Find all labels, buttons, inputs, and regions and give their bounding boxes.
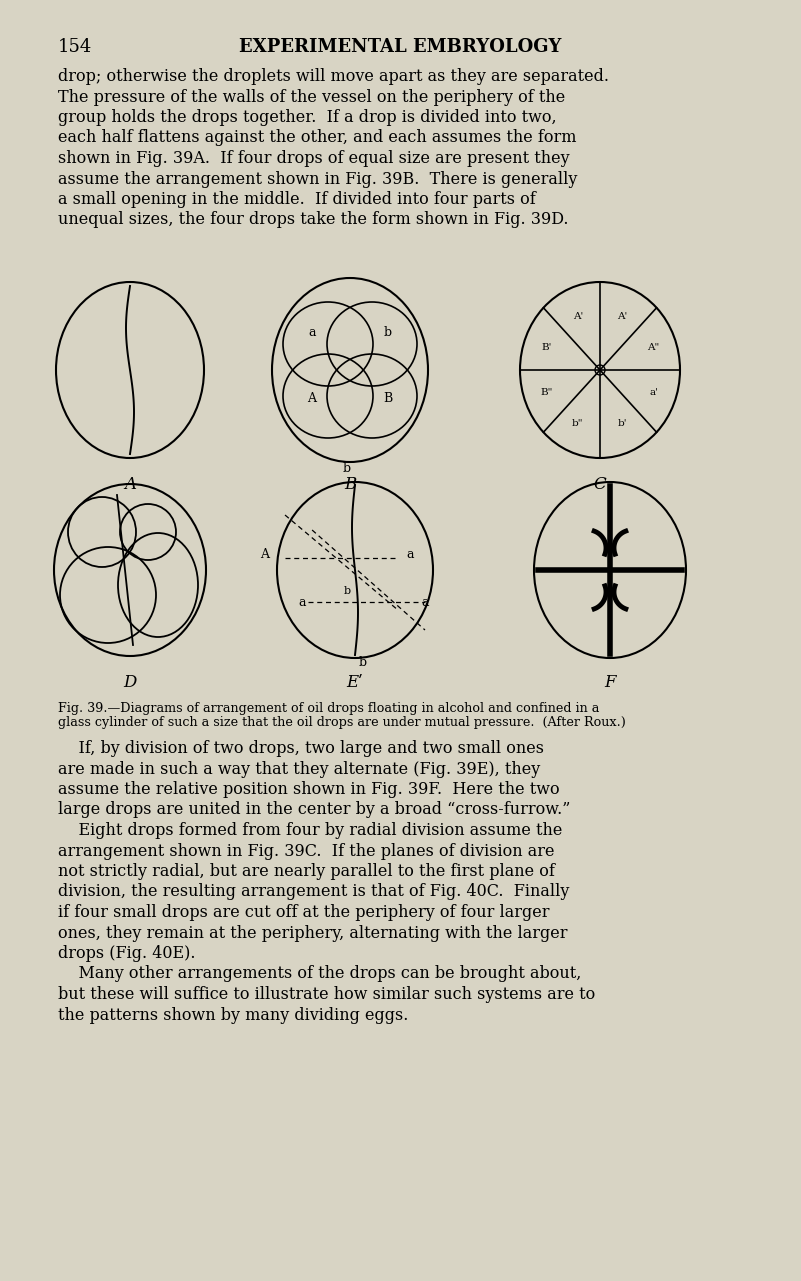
Text: if four small drops are cut off at the periphery of four larger: if four small drops are cut off at the p…: [58, 904, 549, 921]
Text: D: D: [123, 674, 137, 690]
Text: not strictly radial, but are nearly parallel to the first plane of: not strictly radial, but are nearly para…: [58, 863, 555, 880]
Text: b': b': [618, 419, 627, 428]
Text: b": b": [572, 419, 584, 428]
Text: B": B": [540, 388, 553, 397]
Text: b: b: [344, 585, 351, 596]
Text: If, by division of two drops, two large and two small ones: If, by division of two drops, two large …: [58, 740, 544, 757]
Text: assume the arrangement shown in Fig. 39B.  There is generally: assume the arrangement shown in Fig. 39B…: [58, 170, 578, 187]
Text: ones, they remain at the periphery, alternating with the larger: ones, they remain at the periphery, alte…: [58, 925, 567, 942]
Text: A: A: [260, 548, 269, 561]
Text: B': B': [541, 343, 552, 352]
Text: but these will suffice to illustrate how similar such systems are to: but these will suffice to illustrate how…: [58, 986, 595, 1003]
Text: arrangement shown in Fig. 39C.  If the planes of division are: arrangement shown in Fig. 39C. If the pl…: [58, 843, 554, 860]
Text: a: a: [406, 548, 413, 561]
Text: a': a': [649, 388, 658, 397]
Text: The pressure of the walls of the vessel on the periphery of the: The pressure of the walls of the vessel …: [58, 88, 566, 105]
Text: assume the relative position shown in Fig. 39F.  Here the two: assume the relative position shown in Fi…: [58, 781, 560, 798]
Text: division, the resulting arrangement is that of Fig. 40C.  Finally: division, the resulting arrangement is t…: [58, 884, 570, 901]
Text: 154: 154: [58, 38, 92, 56]
Text: b: b: [343, 462, 351, 475]
Text: F: F: [604, 674, 616, 690]
Text: A': A': [617, 311, 627, 322]
Text: glass cylinder of such a size that the oil drops are under mutual pressure.  (Af: glass cylinder of such a size that the o…: [58, 716, 626, 729]
Text: shown in Fig. 39A.  If four drops of equal size are present they: shown in Fig. 39A. If four drops of equa…: [58, 150, 570, 167]
Text: A: A: [308, 392, 316, 405]
Text: b: b: [384, 325, 392, 338]
Text: C: C: [594, 477, 606, 493]
Text: drop; otherwise the droplets will move apart as they are separated.: drop; otherwise the droplets will move a…: [58, 68, 609, 85]
Text: are made in such a way that they alternate (Fig. 39E), they: are made in such a way that they alterna…: [58, 761, 540, 778]
Text: the patterns shown by many dividing eggs.: the patterns shown by many dividing eggs…: [58, 1007, 409, 1024]
Text: a: a: [308, 325, 316, 338]
Text: Fig. 39.—Diagrams of arrangement of oil drops floating in alcohol and confined i: Fig. 39.—Diagrams of arrangement of oil …: [58, 702, 599, 715]
Text: EXPERIMENTAL EMBRYOLOGY: EXPERIMENTAL EMBRYOLOGY: [239, 38, 562, 56]
Text: B: B: [384, 392, 392, 405]
Text: B: B: [344, 477, 356, 493]
Text: Eight drops formed from four by radial division assume the: Eight drops formed from four by radial d…: [58, 822, 562, 839]
Text: Many other arrangements of the drops can be brought about,: Many other arrangements of the drops can…: [58, 966, 582, 983]
Text: A": A": [647, 343, 660, 352]
Text: a small opening in the middle.  If divided into four parts of: a small opening in the middle. If divide…: [58, 191, 536, 208]
Text: group holds the drops together.  If a drop is divided into two,: group holds the drops together. If a dro…: [58, 109, 557, 126]
Text: each half flattens against the other, and each assumes the form: each half flattens against the other, an…: [58, 129, 577, 146]
Text: a: a: [299, 596, 306, 608]
Text: drops (Fig. 40E).: drops (Fig. 40E).: [58, 945, 195, 962]
Text: unequal sizes, the four drops take the form shown in Fig. 39D.: unequal sizes, the four drops take the f…: [58, 211, 569, 228]
Text: large drops are united in the center by a broad “cross-furrow.”: large drops are united in the center by …: [58, 802, 570, 819]
Text: Eʹ: Eʹ: [347, 674, 364, 690]
Text: b: b: [359, 656, 367, 669]
Text: A': A': [573, 311, 583, 322]
Text: a: a: [421, 596, 429, 608]
Text: A: A: [124, 477, 136, 493]
